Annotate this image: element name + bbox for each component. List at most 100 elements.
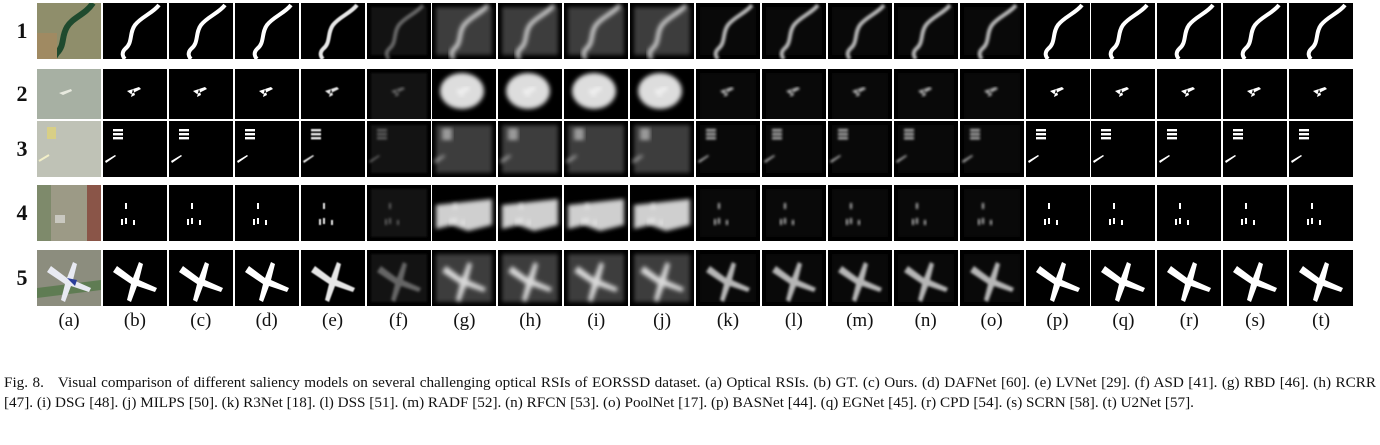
saliency-map-r1-d (234, 3, 299, 59)
saliency-map-r4-g (432, 185, 497, 241)
saliency-map-r2-h (498, 69, 563, 119)
row-label-4: 4 (16, 200, 28, 225)
saliency-map-r3-t (1289, 121, 1354, 177)
saliency-map-r1-g (432, 3, 497, 59)
saliency-map-r2-j (630, 69, 695, 119)
saliency-map-r5-l (761, 250, 826, 306)
saliency-map-r3-k (696, 121, 760, 177)
saliency-map-r3-f (366, 121, 431, 177)
optical-image-r3-a (37, 121, 101, 177)
saliency-map-r5-f (366, 250, 431, 306)
column-label-g: (g) (453, 310, 476, 331)
saliency-map-r1-m (827, 3, 892, 59)
saliency-map-r3-q (1091, 121, 1156, 177)
saliency-map-r2-k (696, 69, 760, 119)
saliency-map-r3-j (630, 121, 695, 177)
saliency-map-r4-p (1025, 185, 1090, 241)
saliency-map-r3-l (761, 121, 826, 177)
saliency-map-r5-m (827, 250, 892, 306)
saliency-map-r3-i (564, 121, 629, 177)
column-label-f: (f) (389, 310, 408, 331)
optical-image-r1-a (37, 3, 101, 59)
saliency-map-r3-m (827, 121, 892, 177)
saliency-map-r2-p (1025, 69, 1090, 119)
column-label-a: (a) (58, 310, 80, 331)
saliency-map-r3-s (1223, 121, 1288, 177)
saliency-map-r2-c (168, 69, 233, 119)
caption-text: Visual comparison of different saliency … (4, 374, 1376, 411)
saliency-map-r2-g (432, 69, 497, 119)
column-label-l: (l) (784, 310, 803, 331)
saliency-map-r1-c (168, 3, 233, 59)
saliency-map-r1-f (366, 3, 431, 59)
column-label-d: (d) (255, 310, 278, 331)
saliency-map-r2-e (300, 69, 365, 119)
saliency-map-r3-p (1025, 121, 1090, 177)
saliency-map-r2-m (827, 69, 892, 119)
saliency-map-r4-o (959, 185, 1024, 241)
saliency-map-r5-o (959, 250, 1024, 306)
saliency-map-r5-q (1091, 250, 1156, 306)
saliency-map-r1-e (300, 3, 365, 59)
saliency-map-r5-i (564, 250, 629, 306)
saliency-map-r4-r (1157, 185, 1222, 241)
saliency-map-r2-t (1289, 69, 1354, 119)
saliency-map-r1-t (1289, 3, 1354, 59)
saliency-map-r4-m (827, 185, 892, 241)
saliency-map-r4-s (1223, 185, 1288, 241)
column-label-p: (p) (1046, 310, 1069, 331)
row-label-2: 2 (16, 81, 28, 106)
saliency-map-r1-h (498, 3, 563, 59)
saliency-map-r1-s (1223, 3, 1288, 59)
saliency-map-r4-e (300, 185, 365, 241)
column-label-b: (b) (123, 310, 146, 331)
saliency-map-r5-h (498, 250, 563, 306)
saliency-map-r2-b (102, 69, 167, 119)
saliency-map-r1-b (102, 3, 167, 59)
column-label-s: (s) (1245, 310, 1266, 331)
saliency-map-r4-l (761, 185, 826, 241)
saliency-map-r5-e (300, 250, 365, 306)
caption-lead: Fig. 8. (4, 374, 44, 391)
saliency-map-r3-r (1157, 121, 1222, 177)
saliency-map-r4-q (1091, 185, 1156, 241)
saliency-map-r1-n (893, 3, 958, 59)
column-label-m: (m) (846, 310, 874, 331)
optical-image-r2-a (37, 69, 101, 119)
saliency-map-r5-t (1289, 250, 1354, 306)
saliency-map-r1-q (1091, 3, 1156, 59)
saliency-map-r4-t (1289, 185, 1354, 241)
saliency-map-r3-b (102, 121, 167, 177)
saliency-map-r3-o (959, 121, 1024, 177)
saliency-map-r4-f (366, 185, 431, 241)
column-label-o: (o) (980, 310, 1003, 331)
saliency-map-r2-l (761, 69, 826, 119)
saliency-map-r2-i (564, 69, 629, 119)
row-label-1: 1 (16, 18, 28, 43)
saliency-map-r1-i (564, 3, 629, 59)
figure-grid: 1 2 3 4 5 (a) (b) (c) (d) (e) (f) (g) (h) (i) (j) (k) (l… (16, 3, 1354, 331)
saliency-map-r1-o (959, 3, 1024, 59)
saliency-map-r3-d (234, 121, 299, 177)
figure-caption: Fig. 8. Visual comparison of different sa… (4, 373, 1376, 413)
saliency-map-r5-b (102, 250, 167, 306)
saliency-map-r5-n (893, 250, 958, 306)
saliency-map-r2-o (959, 69, 1024, 119)
row-label-3: 3 (16, 136, 28, 161)
saliency-map-r1-k (696, 3, 760, 59)
column-label-h: (h) (519, 310, 542, 331)
optical-image-r5-a (37, 250, 101, 306)
saliency-map-r4-i (564, 185, 629, 241)
saliency-map-r5-p (1025, 250, 1090, 306)
saliency-map-r5-d (234, 250, 299, 306)
saliency-map-r4-k (696, 185, 760, 241)
column-label-i: (i) (587, 310, 606, 331)
column-label-q: (q) (1112, 310, 1135, 331)
saliency-map-r2-q (1091, 69, 1156, 119)
saliency-map-r3-g (432, 121, 497, 177)
column-label-j: (j) (653, 310, 672, 331)
saliency-map-r3-e (300, 121, 365, 177)
column-label-k: (k) (716, 310, 740, 331)
saliency-map-r2-s (1223, 69, 1288, 119)
saliency-map-r5-j (630, 250, 695, 306)
